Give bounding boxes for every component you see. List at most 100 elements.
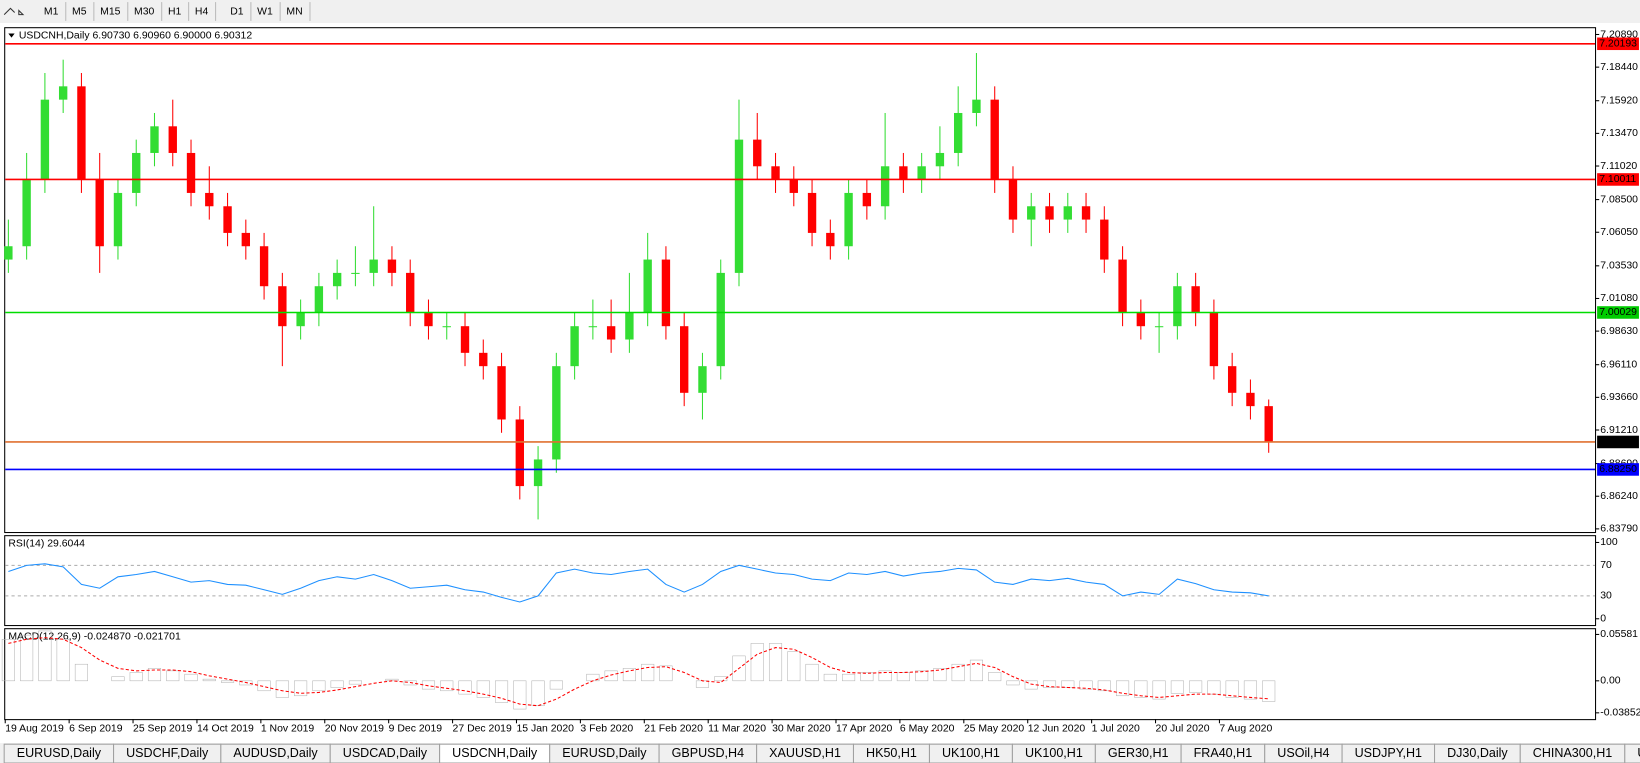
macd-bar bbox=[147, 668, 162, 682]
macd-header: MACD(12,26,9) -0.024870 -0.021701 bbox=[8, 631, 181, 642]
candle-body bbox=[935, 152, 945, 167]
tab-label[interactable]: UK100,H1 bbox=[1025, 746, 1083, 760]
y-tick-label: 0.00 bbox=[1600, 676, 1621, 687]
level-label: 7.00029 bbox=[1599, 307, 1637, 318]
tab-label[interactable]: USDCNH,Daily bbox=[452, 746, 538, 760]
tab-label[interactable]: USDCAD,Daily bbox=[343, 746, 428, 760]
candle-body bbox=[1100, 219, 1109, 260]
x-tick-label: 11 Mar 2020 bbox=[708, 723, 766, 734]
macd-bar bbox=[860, 672, 874, 682]
timeframe-button[interactable]: H1 bbox=[168, 6, 182, 17]
macd-bar bbox=[312, 680, 326, 692]
macd-bar bbox=[1116, 680, 1130, 697]
candle-body bbox=[680, 326, 689, 393]
tab[interactable] bbox=[1624, 743, 1640, 763]
candle-body bbox=[369, 259, 378, 273]
macd-bar bbox=[732, 655, 746, 682]
macd-bar bbox=[239, 680, 253, 686]
timeframe-button[interactable]: M30 bbox=[134, 6, 155, 17]
candle-body bbox=[1154, 326, 1164, 328]
macd-bar bbox=[202, 678, 216, 682]
x-tick-label: 17 Apr 2020 bbox=[836, 723, 893, 734]
tab-label[interactable]: AUDUSD,Daily bbox=[233, 746, 318, 760]
candle-body bbox=[515, 419, 524, 487]
tab-label[interactable]: HK50,H1 bbox=[866, 746, 917, 760]
tab-label[interactable]: XAUUSD,H1 bbox=[769, 746, 841, 760]
timeframe-button[interactable]: M5 bbox=[72, 6, 87, 17]
level-label-bg bbox=[1597, 173, 1639, 186]
x-tick-label: 21 Feb 2020 bbox=[644, 723, 703, 734]
candle-body bbox=[1081, 206, 1091, 220]
tab-label[interactable]: CHINA300,H1 bbox=[1533, 746, 1612, 760]
candle-body bbox=[880, 166, 890, 207]
main-panel bbox=[4, 27, 1597, 534]
candle-body bbox=[734, 139, 744, 273]
x-tick-label: 1 Nov 2019 bbox=[261, 723, 315, 734]
candle-body bbox=[1136, 312, 1146, 327]
tab-label[interactable]: FRA40,H1 bbox=[1194, 746, 1253, 760]
y-tick-label: 7.06050 bbox=[1600, 227, 1638, 238]
candle-body bbox=[990, 99, 999, 180]
y-tick-label: 6.93660 bbox=[1600, 392, 1638, 403]
candle-body bbox=[552, 366, 561, 460]
candle-body bbox=[844, 192, 853, 247]
timeframe-button[interactable]: W1 bbox=[257, 6, 273, 17]
candle-body bbox=[807, 192, 817, 233]
timeframe-button[interactable]: M15 bbox=[100, 6, 121, 17]
y-tick-label: 0.05581 bbox=[1600, 629, 1638, 640]
candle-body bbox=[168, 126, 177, 153]
candle-body bbox=[40, 99, 50, 180]
symbol-menu-arrow[interactable] bbox=[8, 33, 15, 38]
y-tick-label: 7.01080 bbox=[1600, 293, 1638, 304]
tab-label[interactable]: UK100,H1 bbox=[942, 746, 1000, 760]
macd-bar bbox=[38, 630, 52, 682]
tab-label[interactable]: GER30,H1 bbox=[1108, 746, 1169, 760]
x-tick-label: 6 Sep 2019 bbox=[69, 723, 123, 734]
level-label: 7.10011 bbox=[1599, 174, 1636, 185]
timeframe-button[interactable]: M1 bbox=[44, 6, 59, 17]
x-tick-label: 20 Nov 2019 bbox=[325, 723, 384, 734]
candle-body bbox=[625, 312, 634, 340]
y-tick-label: 6.91210 bbox=[1600, 425, 1638, 436]
candle-body bbox=[1246, 392, 1255, 407]
tab-label[interactable]: USDJPY,H1 bbox=[1355, 746, 1422, 760]
macd-bar bbox=[440, 680, 454, 692]
timeframe-button[interactable]: MN bbox=[286, 6, 302, 17]
level-label-bg bbox=[1597, 306, 1639, 319]
x-tick-label: 25 Sep 2019 bbox=[133, 723, 192, 734]
level-label-bg bbox=[1597, 435, 1639, 449]
tab-label[interactable]: DJ30,Daily bbox=[1447, 746, 1508, 760]
candle-body bbox=[1264, 406, 1273, 442]
toolbar bbox=[0, 0, 1640, 23]
candle-body bbox=[497, 366, 506, 420]
tab-label[interactable]: USDCHF,Daily bbox=[126, 746, 209, 760]
tab-label[interactable]: GBPUSD,H4 bbox=[672, 746, 744, 760]
timeframe-button[interactable]: H4 bbox=[195, 6, 209, 17]
macd-bar bbox=[622, 668, 636, 682]
macd-bar bbox=[1243, 680, 1257, 700]
candle-body bbox=[1045, 206, 1054, 220]
tab-label[interactable]: EURUSD,Daily bbox=[562, 746, 647, 760]
macd-bar bbox=[166, 670, 180, 682]
level-label: 6.88250 bbox=[1599, 464, 1637, 475]
timeframe-button[interactable]: D1 bbox=[230, 6, 244, 17]
y-tick-label: 0 bbox=[1600, 614, 1606, 625]
tab-label[interactable]: USOil,H1 bbox=[1637, 746, 1640, 760]
macd-bar bbox=[129, 672, 143, 682]
toolbar-icon[interactable] bbox=[3, 7, 25, 16]
macd-bar bbox=[787, 651, 801, 682]
candle-body bbox=[1008, 179, 1018, 220]
candle-body bbox=[442, 326, 451, 328]
macd-bar bbox=[750, 643, 764, 682]
candle-body bbox=[1027, 206, 1036, 220]
tab-label[interactable]: USOil,H4 bbox=[1277, 746, 1329, 760]
candle-body bbox=[77, 86, 86, 180]
y-tick-label: 7.20890 bbox=[1600, 29, 1638, 40]
candle-body bbox=[972, 99, 981, 113]
signal-line bbox=[8, 637, 1269, 707]
candle-body bbox=[588, 326, 598, 328]
x-tick-label: 30 Mar 2020 bbox=[772, 723, 831, 734]
tab-label[interactable]: EURUSD,Daily bbox=[17, 746, 102, 760]
